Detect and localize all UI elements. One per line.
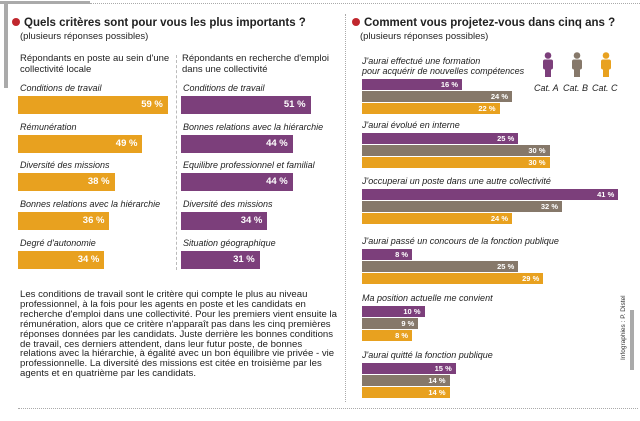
person-icon <box>601 52 611 77</box>
bar-catb: 14 % <box>362 375 450 386</box>
right-subtitle: (plusieurs réponses possibles) <box>360 31 489 42</box>
column-divider <box>176 55 177 270</box>
bar-label: Equilibre professionnel et familial <box>183 160 315 171</box>
bar: 38 % <box>18 173 115 192</box>
bar: 44 % <box>181 134 293 153</box>
bar-cata: 41 % <box>362 189 619 200</box>
column-header-employed: Répondants en poste au sein d'une collec… <box>20 53 170 75</box>
bar-catc: 22 % <box>362 103 500 114</box>
bar-label: Degré d'autonomie <box>20 237 96 248</box>
left-subtitle: (plusieurs réponses possibles) <box>20 31 149 42</box>
bullet-icon <box>12 18 20 26</box>
column-header-seekers: Répondants en recherche d'emploi dans un… <box>182 53 330 75</box>
group-label: pour acquérir de nouvelles compétences <box>362 66 525 76</box>
group-label: J'occuperai un poste dans une autre coll… <box>362 176 551 186</box>
left-title: Quels critères sont pour vous les plus i… <box>12 17 306 29</box>
person-icon <box>572 52 582 77</box>
bar: 31 % <box>181 250 260 269</box>
group-label: Ma position actuelle me convient <box>362 293 493 303</box>
top-divider <box>90 3 640 4</box>
group-label: J'aurai quitté la fonction publique <box>362 350 493 360</box>
bar-label: Conditions de travail <box>20 83 102 93</box>
bar: 34 % <box>181 212 268 231</box>
bar: 36 % <box>18 212 110 231</box>
bar-label: Bonnes relations avec la hiérarchie <box>20 199 161 210</box>
commentary-paragraph: Les conditions de travail sont le critèr… <box>20 289 337 380</box>
bar-catb: 32 % <box>362 201 562 212</box>
bar-label: Diversité des missions <box>20 160 110 171</box>
bar: 51 % <box>181 96 311 114</box>
bar: 44 % <box>181 173 293 192</box>
frame-top-bar <box>0 1 90 4</box>
group-label: J'aurai passé un concours de la fonction… <box>362 236 559 246</box>
group-label: J'aurai effectué une formation <box>362 56 481 66</box>
bar-label: Rémunération <box>20 121 77 132</box>
bar-cata: 25 % <box>362 133 519 144</box>
bar-cata: 15 % <box>362 363 456 374</box>
bar-catb: 24 % <box>362 91 512 102</box>
bottom-divider <box>18 408 638 409</box>
bar-label: Situation géographique <box>183 237 276 248</box>
bar: 49 % <box>18 134 143 153</box>
bar: 59 % <box>18 96 168 114</box>
bar-cata: 10 % <box>362 306 425 317</box>
bar-cata: 16 % <box>362 79 462 90</box>
bar-catc: 8 % <box>362 330 412 341</box>
bar-catc: 30 % <box>362 157 550 168</box>
bar-label: Bonnes relations avec la hiérarchie <box>183 121 324 132</box>
bar-catb: 25 % <box>362 261 519 272</box>
right-title-text: Comment vous projetez-vous dans cinq ans… <box>364 17 616 29</box>
legend-label: Cat. C <box>592 83 618 93</box>
bar-label: Diversité des missions <box>183 199 273 210</box>
credit: Infographies : P. Distel <box>620 295 627 360</box>
group-label: J'aurai évolué en interne <box>362 120 460 130</box>
person-icon <box>543 52 553 77</box>
bullet-icon <box>352 18 360 26</box>
bar-catc: 29 % <box>362 273 544 284</box>
bar-label: Conditions de travail <box>183 83 265 93</box>
legend-label: Cat. B <box>563 83 589 93</box>
bar: 34 % <box>18 250 105 269</box>
bar-catc: 14 % <box>362 387 450 398</box>
legend-label: Cat. A <box>534 83 559 93</box>
right-title: Comment vous projetez-vous dans cinq ans… <box>352 17 615 29</box>
left-title-text: Quels critères sont pour vous les plus i… <box>24 17 306 29</box>
credit-bar <box>630 310 634 370</box>
bar-catb: 30 % <box>362 145 550 156</box>
bar-catc: 24 % <box>362 213 512 224</box>
bar-catb: 9 % <box>362 318 419 329</box>
panel-divider <box>345 14 346 402</box>
bar-cata: 8 % <box>362 249 412 260</box>
frame-left-bar <box>4 1 8 88</box>
